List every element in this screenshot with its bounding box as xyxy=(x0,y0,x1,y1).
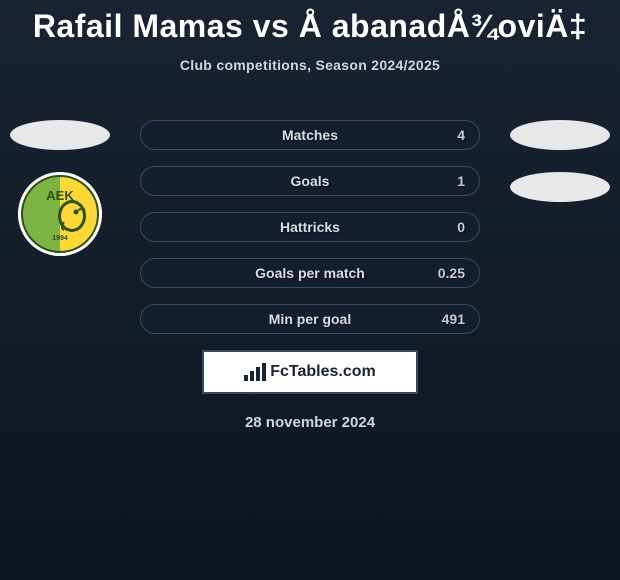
stat-row-matches: Matches 4 xyxy=(140,120,480,150)
placeholder-ellipse xyxy=(10,120,110,150)
logo-bars-icon xyxy=(244,363,266,381)
fctables-logo-box: FcTables.com xyxy=(202,350,418,394)
stat-label: Goals xyxy=(291,173,330,189)
fctables-logo: FcTables.com xyxy=(244,363,376,381)
stat-row-goals: Goals 1 xyxy=(140,166,480,196)
stat-row-hattricks: Hattricks 0 xyxy=(140,212,480,242)
stat-label: Hattricks xyxy=(280,219,340,235)
stat-label: Min per goal xyxy=(269,311,351,327)
stat-value: 0 xyxy=(457,219,465,235)
left-column: AEK 1994 xyxy=(10,120,110,266)
logo-bar xyxy=(256,367,260,381)
placeholder-ellipse xyxy=(510,172,610,202)
aek-logo-icon: AEK 1994 xyxy=(18,172,102,256)
stat-value: 1 xyxy=(457,173,465,189)
fctables-text: FcTables.com xyxy=(270,363,376,381)
team-logo-left: AEK 1994 xyxy=(18,172,102,256)
stat-value: 4 xyxy=(457,127,465,143)
svg-text:1994: 1994 xyxy=(52,235,68,242)
right-column xyxy=(510,120,610,224)
stat-value: 491 xyxy=(442,311,465,327)
logo-bar xyxy=(244,375,248,381)
page-title: Rafail Mamas vs Å abanadÅ¾oviÄ‡ xyxy=(0,0,620,45)
stat-row-goals-per-match: Goals per match 0.25 xyxy=(140,258,480,288)
placeholder-ellipse xyxy=(510,120,610,150)
logo-bar xyxy=(262,363,266,381)
subtitle: Club competitions, Season 2024/2025 xyxy=(0,57,620,73)
stat-label: Goals per match xyxy=(255,265,365,281)
stat-row-min-per-goal: Min per goal 491 xyxy=(140,304,480,334)
stat-value: 0.25 xyxy=(438,265,465,281)
stat-label: Matches xyxy=(282,127,338,143)
stats-column: Matches 4 Goals 1 Hattricks 0 Goals per … xyxy=(140,120,480,431)
date-text: 28 november 2024 xyxy=(140,414,480,431)
logo-bar xyxy=(250,371,254,381)
